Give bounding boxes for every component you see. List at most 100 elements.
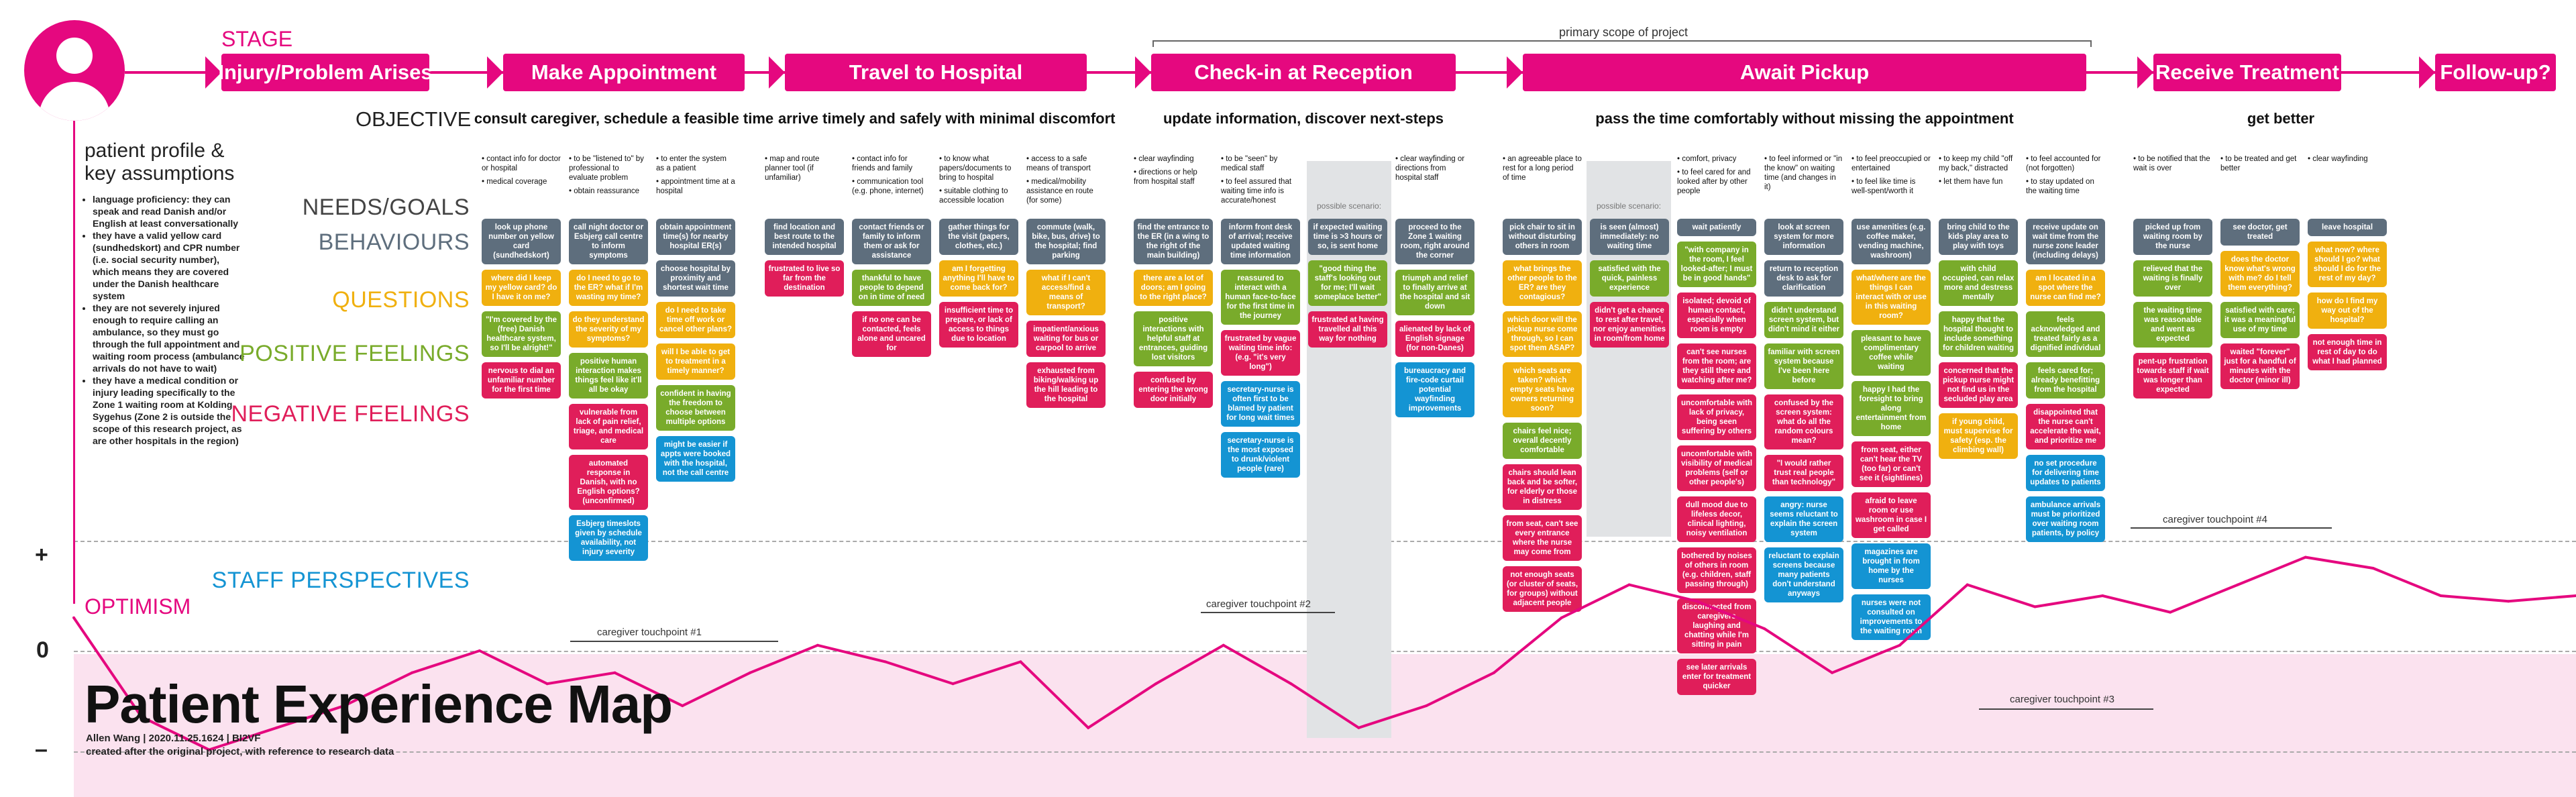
optimism-series-line [72,555,2576,751]
behaviour-card: return to reception desk to ask for clar… [1764,260,1843,297]
behaviour-card: contact friends or family to inform them… [852,219,931,264]
optimism-point [749,671,752,674]
journey-column: • to feel preoccupied or entertained • to… [1851,154,1931,645]
stage-label: STAGE [221,27,293,51]
optimism-point [545,682,549,686]
optimism-point [1627,583,1631,586]
needs-goals: • to feel preoccupied or entertained • to… [1851,154,1931,219]
stage-connector [125,71,219,74]
positive-feeling-card: satisfied with care; it was a meaningful… [2220,302,2300,338]
negative-feeling-card: dull mood due to lifeless decor, clinica… [1677,496,1756,542]
optimism-point [1493,671,1495,674]
staff-perspective-card: reluctant to explain screens because man… [1764,547,1843,602]
question-card: if young child, must supervise for safet… [1939,413,2018,459]
question-card: what/where are the things I can interact… [1851,270,1931,325]
negative-feeling-card: frustrated to live so far from the desti… [765,260,844,297]
behaviour-card: bring child to the kids play area to pla… [1939,219,2018,255]
journey-column: • to be "listened to" by professional to… [569,154,648,566]
objective-travel: arrive timely and safely with minimal di… [778,110,1116,127]
scale-plus: + [35,542,48,568]
negative-feeling-card: concerned that the pickup nurse might no… [1939,362,2018,408]
objective-treatment: get better [2247,110,2315,127]
negative-feeling-card: nervous to dial an unfamiliar number for… [482,362,561,398]
behaviour-card: wait patiently [1677,219,1756,236]
stage-await-pickup: Await Pickup [1523,54,2086,91]
journey-column: • map and route planner tool (if unfamil… [765,154,844,302]
question-card: how do I find my way out of the hospital… [2308,293,2387,329]
behaviour-card: pick chair to sit in without disturbing … [1503,219,1582,255]
optimism-point [1695,600,1699,603]
touchpoint-3-line [1979,708,2153,710]
map-note: created after the original project, with… [86,746,394,757]
row-label-staff: STAFF PERSPECTIVES [211,568,470,593]
negative-feeling-card: automated response in Danish, with no En… [569,455,648,510]
stage-check-in: Check-in at Reception [1151,54,1456,91]
negative-feeling-card: insufficient time to prepare, or lack of… [939,302,1018,348]
positive-feeling-card: thankful to have people to depend on in … [852,270,931,306]
needs-goals: • to enter the system as a patient • appo… [656,154,735,219]
negative-feeling-card: disconnected from caregivers laughing an… [1677,598,1756,653]
optimism-point [2371,567,2375,570]
question-card: does the doctor know what's wrong with m… [2220,251,2300,297]
negative-feeling-card: uncomfortable with visibility of medical… [1677,445,1756,491]
assumption-item: they are not severely injured enough to … [93,302,248,374]
staff-perspective-card: secretary-nurse is the most exposed to d… [1221,432,1300,478]
staff-perspective-card: might be easier if appts were booked wit… [656,436,735,482]
row-label-needs: NEEDS/GOALS [302,195,470,220]
journey-column: • contact info for friends and family • c… [852,154,931,362]
behaviour-card: picked up from waiting room by the nurse [2133,219,2212,255]
optimism-point [1222,643,1225,647]
journey-column: • contact info for doctor or hospital • m… [482,154,561,404]
behaviour-card: call night doctor or Esbjerg call centre… [569,219,648,264]
behaviour-card: use amenities (e.g. coffee maker, vendin… [1851,219,1931,264]
optimism-point [2236,583,2239,586]
optimism-point [140,715,143,719]
optimism-point [411,671,414,674]
map-title: Patient Experience Map [85,674,673,734]
journey-column: • to be treated and get better see doctor… [2220,154,2300,394]
negative-feeling-card: uncomfortable with lack of privacy, bein… [1677,394,1756,440]
need-item: • to be "seen" by medical staff [1221,155,1278,172]
need-item: • clear wayfinding [2308,155,2368,163]
need-item: • to enter the system as a patient [656,155,727,172]
journey-column: • to feel informed or "in the know" on w… [1764,154,1843,608]
journey-column: • clear wayfinding leave hospital what now… [2308,154,2387,376]
needs-goals: • clear wayfinding • directions or help f… [1134,154,1213,219]
positive-feeling-card: positive interactions with helpful staff… [1134,311,1213,366]
need-item: • to feel assured that waiting time info… [1221,178,1292,205]
negative-feeling-card: chairs should lean back and be softer, f… [1503,464,1582,510]
assumption-item: they have a medical condition or injury … [93,374,248,447]
objective-check-in: update information, discover next-steps [1163,110,1444,127]
question-card: what if I can't access/find a means of t… [1026,270,1106,315]
need-item: • obtain reassurance [569,187,640,195]
question-card: which seats are taken? which empty seats… [1503,362,1582,417]
optimism-point [2033,605,2037,608]
stage-connector [1087,71,1151,74]
need-item: • to feel cared for and looked after by … [1677,168,1751,195]
optimism-point [1966,583,1969,586]
row-label-optimism: OPTIMISM [85,594,191,619]
positive-feeling-card: feels cared for; already benefitting fro… [2026,362,2105,398]
positive-feeling-card: didn't understand screen system, but did… [1764,302,1843,338]
negative-feeling-card: not enough seats (or cluster of seats, f… [1503,566,1582,612]
question-card: what now? where should I go? what should… [2308,242,2387,287]
journey-column: is seen (almost) immediately: no waiting… [1590,154,1669,353]
positive-feeling-card: triumph and relief to finally arrive at … [1395,270,1474,315]
need-item: • an agreeable place to rest for a long … [1503,155,1582,182]
need-item: • to keep my child "off my back," distra… [1939,155,2013,172]
stage-follow-up: Follow-up? [2435,54,2556,91]
optimism-point [681,704,684,707]
staff-perspective-card: secretary-nurse is often first to be bla… [1221,381,1300,427]
question-card: what brings the other people to the ER? … [1503,260,1582,306]
chevron-right-icon [1507,56,1523,89]
row-label-negative: NEGATIVE FEELINGS [231,401,470,427]
staff-perspective-card: ambulance arrivals must be prioritized o… [2026,496,2105,542]
staff-perspective-card: magazines are brought in from home by th… [1851,543,1931,589]
positive-feeling-card: familiar with screen system because I've… [1764,343,1843,389]
staff-perspective-card: angry: nurse seems reluctant to explain … [1764,496,1843,542]
positive-feeling-card: reassured to interact with a human face-… [1221,270,1300,325]
behaviour-card: obtain appointment time(s) for nearby ho… [656,219,735,255]
behaviour-card: commute (walk, bike, bus, drive) to the … [1026,219,1106,264]
optimism-point [1289,682,1293,686]
behaviour-card: proceed to the Zone 1 waiting room, righ… [1395,219,1474,264]
